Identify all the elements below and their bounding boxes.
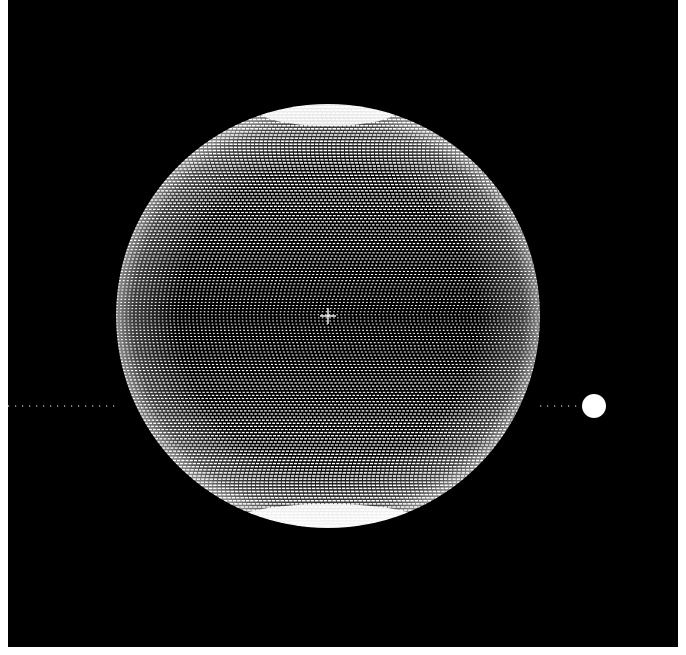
moon <box>582 394 606 418</box>
space-scene <box>8 0 678 647</box>
scene-svg <box>8 104 606 528</box>
center-crosshair <box>320 308 336 324</box>
